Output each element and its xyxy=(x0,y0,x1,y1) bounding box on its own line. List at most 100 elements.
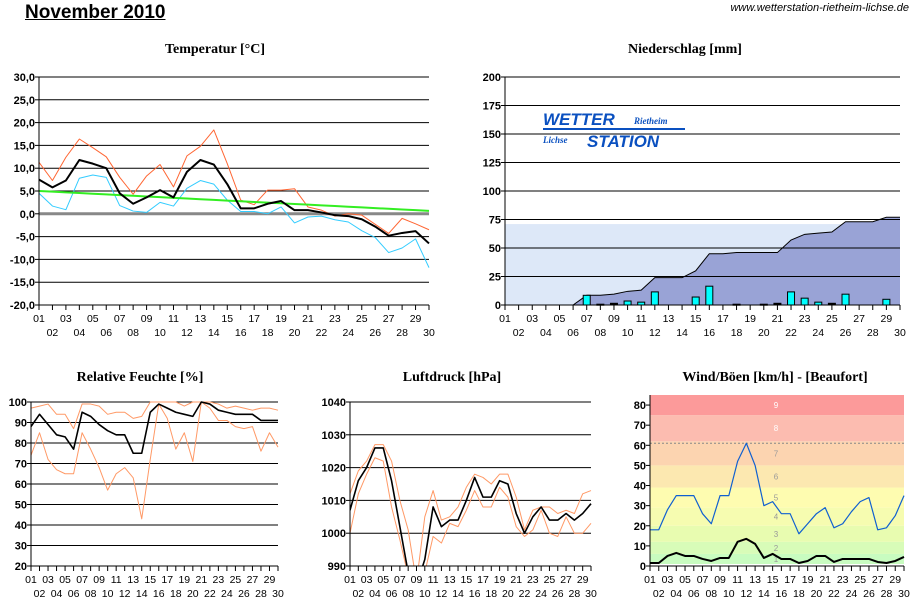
x-tick-label: 27 xyxy=(383,313,395,325)
x-tick-label: 20 xyxy=(811,588,823,600)
x-tick-label: 16 xyxy=(703,327,715,339)
logo-line1: WETTER xyxy=(543,110,615,129)
x-tick-label: 01 xyxy=(344,574,356,586)
y-tick-label: 1020 xyxy=(322,463,346,475)
beaufort-band xyxy=(650,415,904,442)
wind-gust-line xyxy=(650,442,905,535)
beaufort-label: 7 xyxy=(774,449,779,458)
y-tick-label: 40 xyxy=(15,520,27,532)
x-tick-label: 26 xyxy=(840,327,852,339)
x-tick-label: 02 xyxy=(352,588,364,600)
x-tick-label: 04 xyxy=(51,588,63,600)
x-tick-label: 22 xyxy=(316,327,328,339)
x-tick-label: 12 xyxy=(649,327,661,339)
x-tick-label: 07 xyxy=(114,313,126,325)
x-tick-label: 26 xyxy=(552,588,564,600)
logo-line1-small: Rietheim xyxy=(633,116,668,126)
x-tick-label: 12 xyxy=(181,327,193,339)
x-tick-label: 05 xyxy=(377,574,389,586)
x-tick-label: 26 xyxy=(863,588,875,600)
x-tick-label: 08 xyxy=(402,588,414,600)
y-tick-label: 40 xyxy=(634,481,646,493)
x-tick-label: 12 xyxy=(436,588,448,600)
x-tick-label: 22 xyxy=(785,327,797,339)
site-url[interactable]: www.wetterstation-rietheim-lichse.de xyxy=(730,2,909,14)
beaufort-band xyxy=(650,441,904,466)
beaufort-label: 1 xyxy=(774,555,779,564)
x-tick-label: 07 xyxy=(76,574,88,586)
x-tick-label: 23 xyxy=(527,574,539,586)
x-tick-label: 10 xyxy=(622,327,634,339)
humidity-max-line xyxy=(30,401,279,430)
y-tick-label: 70 xyxy=(634,420,646,432)
x-tick-label: 19 xyxy=(744,313,756,325)
x-tick-label: 11 xyxy=(636,313,647,325)
x-tick-label: 29 xyxy=(881,313,893,325)
y-tick-label: 100 xyxy=(9,397,27,409)
x-tick-label: 13 xyxy=(127,574,139,586)
x-tick-label: 27 xyxy=(247,574,259,586)
x-tick-label: 06 xyxy=(100,327,112,339)
x-tick-label: 24 xyxy=(535,588,547,600)
y-tick-label: 30 xyxy=(634,501,646,513)
x-tick-label: 04 xyxy=(74,327,86,339)
x-tick-label: 06 xyxy=(386,588,398,600)
x-tick-label: 12 xyxy=(119,588,131,600)
x-tick-label: 15 xyxy=(221,313,233,325)
x-tick-label: 30 xyxy=(423,327,435,339)
beaufort-label: 5 xyxy=(774,494,779,503)
y-tick-label: 60 xyxy=(15,479,27,491)
y-tick-label: -10,0 xyxy=(10,254,35,266)
y-tick-label: 25 xyxy=(489,272,501,284)
y-tick-label: 50 xyxy=(15,500,27,512)
pressure-chart: 1040103010201010100099001020304050607080… xyxy=(322,397,597,600)
x-tick-label: 25 xyxy=(854,574,866,586)
x-tick-label: 18 xyxy=(485,588,497,600)
x-tick-label: 23 xyxy=(329,313,341,325)
x-tick-label: 07 xyxy=(697,574,709,586)
x-tick-label: 09 xyxy=(608,313,620,325)
x-tick-label: 02 xyxy=(34,588,46,600)
page-title: November 2010 xyxy=(25,2,166,23)
precip-bar xyxy=(705,285,714,306)
y-tick-label: -15,0 xyxy=(10,277,35,289)
y-tick-label: 20 xyxy=(634,521,646,533)
y-tick-label: -20,0 xyxy=(10,300,35,312)
x-tick-label: 13 xyxy=(663,313,675,325)
x-tick-label: 10 xyxy=(154,327,166,339)
y-tick-label: 175 xyxy=(483,101,501,113)
y-tick-label: 90 xyxy=(15,418,27,430)
x-tick-label: 27 xyxy=(560,574,572,586)
y-tick-label: 80 xyxy=(634,400,646,412)
x-tick-label: 25 xyxy=(230,574,242,586)
x-tick-label: 27 xyxy=(853,313,865,325)
x-tick-label: 18 xyxy=(170,588,182,600)
precip-bar xyxy=(787,291,796,306)
precip-bar xyxy=(882,298,891,306)
y-tick-label: 20 xyxy=(15,561,27,573)
x-tick-label: 07 xyxy=(581,313,593,325)
x-tick-label: 09 xyxy=(411,574,423,586)
x-tick-label: 16 xyxy=(235,327,247,339)
temperature-chart: 30,0 25,0 20,0 15,0 10,0 5,0 0,0 -5,0 -10,0 -15,0… xyxy=(10,72,435,339)
beaufort-label: 4 xyxy=(774,513,779,522)
x-tick-label: 28 xyxy=(881,588,893,600)
beaufort-band xyxy=(650,507,904,526)
x-tick-label: 18 xyxy=(262,327,274,339)
beaufort-band xyxy=(650,553,904,564)
x-tick-label: 30 xyxy=(585,588,597,600)
x-tick-label: 17 xyxy=(784,574,796,586)
pressure-chart-title: Luftdruck [hPa] xyxy=(402,370,502,385)
x-tick-label: 29 xyxy=(889,574,901,586)
y-tick-label: 80 xyxy=(15,438,27,450)
temp-max-line xyxy=(39,129,430,234)
x-tick-label: 05 xyxy=(87,313,99,325)
temp-min-line xyxy=(39,174,430,268)
plot-area xyxy=(39,129,430,268)
station-logo: WETTER Rietheim Lichse STATION xyxy=(542,110,685,151)
precip-bar xyxy=(650,291,659,306)
x-tick-label: 13 xyxy=(195,313,207,325)
temp-mean-line xyxy=(39,158,430,245)
x-tick-label: 24 xyxy=(221,588,233,600)
x-tick-label: 21 xyxy=(196,574,208,586)
